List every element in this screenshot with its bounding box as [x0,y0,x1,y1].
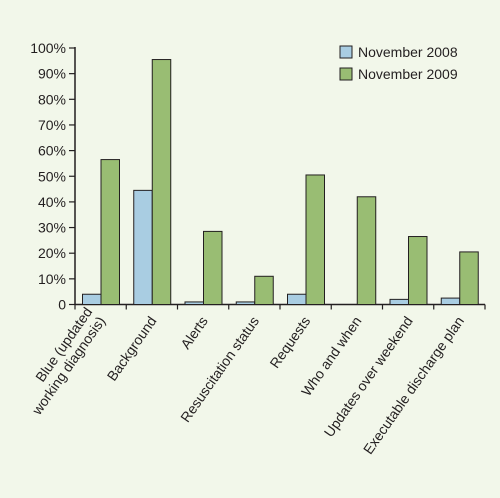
y-tick-label: 60% [38,143,66,159]
bar-nov-2008 [287,293,307,305]
y-tick-label: 10% [38,271,66,287]
bar-nov-2008 [389,298,409,305]
bar-nov-2008 [235,301,256,305]
y-tick-label: 100% [30,40,66,56]
legend-swatch [339,67,353,81]
bar-nov-2009 [100,159,120,305]
bar-nov-2009 [356,196,377,306]
y-tick-label: 30% [38,220,66,236]
legend: November 2008 November 2009 [339,44,458,82]
bar-nov-2009 [459,251,479,305]
y-tick-label: 80% [38,91,66,107]
bar-nov-2009 [408,236,428,305]
legend-label: November 2009 [358,66,458,82]
bar-nov-2009 [151,59,172,306]
y-tick-label: 90% [38,66,66,82]
bars [82,59,479,306]
legend-label: November 2008 [358,44,458,60]
bar-nov-2008 [440,297,461,305]
y-tick-label: 40% [38,194,66,210]
y-tick-label: 0 [58,297,66,313]
y-tick-label: 70% [38,117,66,133]
y-tick-label: 50% [38,168,66,184]
bar-nov-2008 [82,293,102,305]
legend-swatch [339,45,353,59]
bar-nov-2009 [305,174,325,305]
bar-nov-2009 [203,230,223,306]
y-tick-label: 20% [38,245,66,261]
bar-nov-2008 [184,301,204,305]
bar-nov-2008 [133,189,153,305]
bar-nov-2009 [254,275,274,306]
